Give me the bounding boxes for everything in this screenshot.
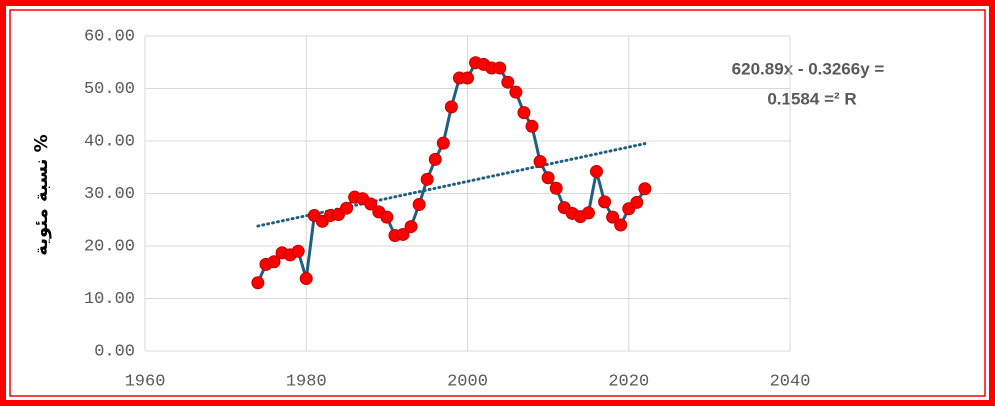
marker: [638, 182, 652, 196]
marker: [412, 198, 426, 212]
marker: [444, 100, 458, 114]
y-tick-label: 60.00: [84, 27, 135, 46]
marker: [509, 85, 523, 99]
marker: [541, 171, 555, 185]
frame-inner: [9, 9, 986, 397]
marker: [267, 255, 281, 269]
y-tick-label: 40.00: [84, 132, 135, 151]
y-tick-label: 50.00: [84, 80, 135, 99]
marker: [614, 218, 628, 232]
x-tick-label: 1960: [125, 372, 166, 391]
marker: [436, 136, 450, 150]
marker: [420, 172, 434, 186]
data-line: [256, 61, 647, 284]
marker: [380, 210, 394, 224]
equation: 620.89x - 0.3266y =: [732, 59, 885, 78]
x-tick-label: 2020: [608, 372, 649, 391]
marker: [291, 244, 305, 258]
y-tick-label: 10.00: [84, 290, 135, 309]
marker: [517, 106, 531, 120]
marker: [340, 201, 354, 215]
marker: [606, 210, 620, 224]
marker: [364, 197, 378, 211]
marker: [251, 276, 265, 290]
x-tick-label: 2040: [770, 372, 811, 391]
marker: [630, 195, 644, 209]
marker: [590, 164, 603, 178]
y-tick-label: 20.00: [84, 237, 135, 256]
marker: [598, 195, 612, 209]
trendline: [256, 142, 647, 228]
marker: [501, 75, 515, 89]
marker: [549, 181, 563, 195]
y-axis-label: نسبة مئوية %: [31, 134, 52, 255]
marker: [533, 154, 547, 168]
x-tick-label: 2000: [447, 372, 488, 391]
x-tick-label: 1980: [286, 372, 327, 391]
marker: [299, 272, 313, 286]
y-tick-label: 0.00: [94, 342, 135, 361]
marker: [525, 119, 539, 133]
marker: [396, 227, 410, 241]
y-tick-label: 30.00: [84, 185, 135, 204]
marker: [581, 206, 595, 220]
r-squared: 0.1584 =² R: [767, 89, 856, 108]
marker: [461, 71, 474, 85]
marker: [404, 220, 418, 234]
marker: [493, 61, 507, 75]
marker: [428, 152, 442, 166]
